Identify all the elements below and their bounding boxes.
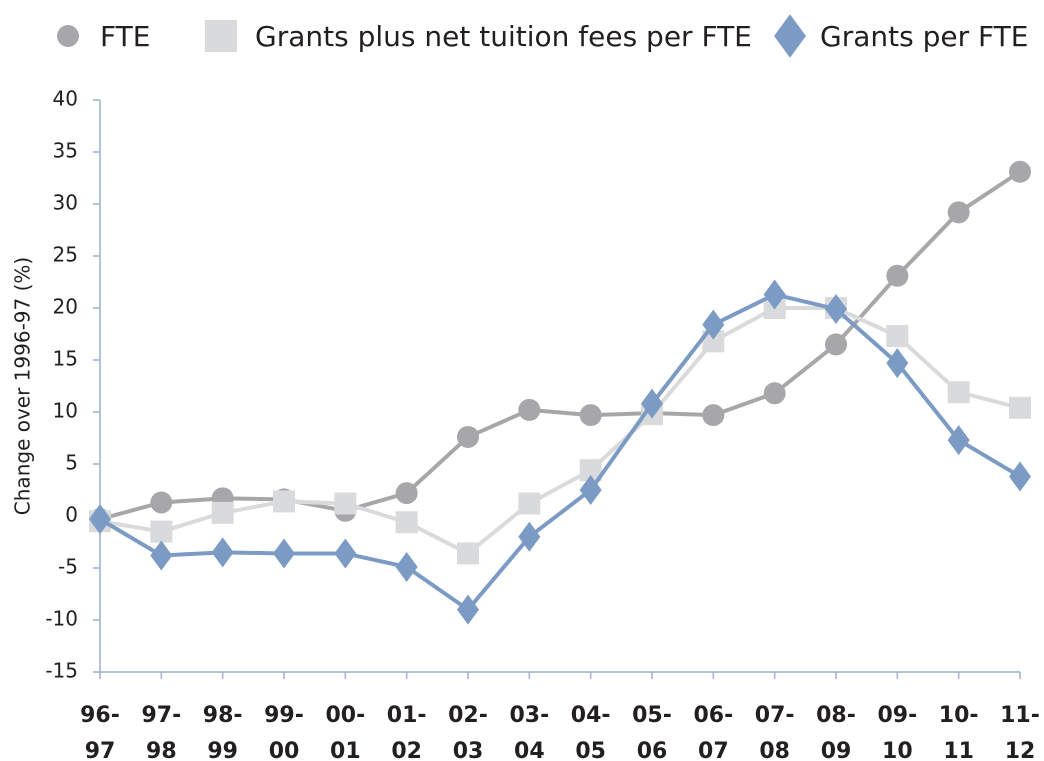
data-point xyxy=(886,264,909,287)
data-point xyxy=(273,538,295,569)
x-tick-label: 08-09 xyxy=(816,703,856,761)
y-tick-label: -10 xyxy=(45,607,78,631)
x-tick-label: 97-98 xyxy=(141,703,182,761)
x-tick-label: 07-08 xyxy=(754,703,795,761)
y-tick-label: 15 xyxy=(53,347,78,371)
data-point xyxy=(334,538,357,569)
data-point xyxy=(395,482,418,505)
x-tick-label: 06-07 xyxy=(693,703,734,761)
x-tick-label: 00-01 xyxy=(325,703,366,761)
y-tick-label: -5 xyxy=(58,555,78,579)
legend-marker xyxy=(774,14,806,58)
data-point xyxy=(457,594,479,625)
data-point xyxy=(334,492,357,515)
data-point xyxy=(150,491,173,514)
data-point xyxy=(825,333,847,356)
x-tick-label: 02-03 xyxy=(448,703,488,761)
data-point xyxy=(211,501,234,524)
data-point xyxy=(457,542,479,565)
data-point xyxy=(702,404,725,427)
series-line xyxy=(98,292,1022,613)
data-point xyxy=(886,325,909,348)
data-point xyxy=(947,201,970,224)
legend-label: FTE xyxy=(100,20,150,53)
y-tick-label: 10 xyxy=(53,399,78,423)
data-point xyxy=(273,490,295,513)
y-tick-label: 40 xyxy=(53,87,78,111)
data-point xyxy=(579,459,602,482)
y-tick-label: 35 xyxy=(53,139,78,163)
y-axis-label: Change over 1996-97 (%) xyxy=(11,257,35,515)
legend-label: Grants plus net tuition fees per FTE xyxy=(255,20,752,53)
legend-marker xyxy=(205,20,237,52)
data-point xyxy=(211,537,234,568)
data-point xyxy=(947,381,970,404)
y-tick-label: 5 xyxy=(65,451,78,475)
data-point xyxy=(1009,160,1031,183)
data-point xyxy=(518,521,541,552)
legend-marker xyxy=(57,25,79,47)
x-tick-label: 01-02 xyxy=(386,703,427,761)
x-tick-label: 99-00 xyxy=(264,703,304,761)
y-tick-label: -15 xyxy=(45,659,78,683)
x-tick-label: 04-05 xyxy=(570,703,611,761)
data-point xyxy=(579,404,602,427)
series-line xyxy=(99,306,1021,556)
data-point xyxy=(702,330,725,353)
x-tick-label: 09-10 xyxy=(877,703,918,761)
x-tick-label: 96-97 xyxy=(80,703,120,761)
y-tick-label: 30 xyxy=(53,191,78,215)
x-tick-label: 03-04 xyxy=(509,703,550,761)
x-tick-label: 11-12 xyxy=(1000,703,1040,761)
data-point xyxy=(150,520,173,543)
data-point xyxy=(395,511,418,534)
data-point xyxy=(702,309,725,340)
data-point xyxy=(89,504,111,535)
data-point xyxy=(763,279,786,310)
x-tick-label: 98-99 xyxy=(202,703,243,761)
data-point xyxy=(641,388,663,419)
x-tick-label: 10-11 xyxy=(938,703,979,761)
x-tick-label: 05-06 xyxy=(632,703,672,761)
data-point xyxy=(763,382,786,405)
data-point xyxy=(886,348,909,379)
data-point xyxy=(395,551,418,582)
data-point xyxy=(1009,461,1031,492)
data-point xyxy=(947,425,970,456)
data-point xyxy=(1009,396,1031,419)
y-tick-label: 25 xyxy=(53,243,78,267)
y-tick-label: 20 xyxy=(53,295,78,319)
y-tick-label: 0 xyxy=(65,503,78,527)
data-point xyxy=(579,475,602,505)
data-point xyxy=(457,425,479,448)
data-point xyxy=(518,398,541,421)
legend-label: Grants per FTE xyxy=(820,20,1028,53)
data-point xyxy=(518,492,541,515)
data-point xyxy=(825,294,847,325)
series-line xyxy=(99,170,1022,522)
data-point xyxy=(150,540,173,571)
